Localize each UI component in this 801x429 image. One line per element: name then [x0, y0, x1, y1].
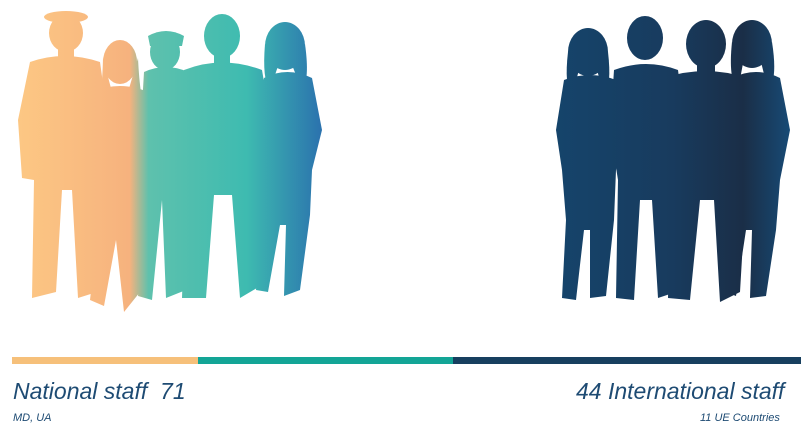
international-staff-label: 44 International staff	[576, 380, 784, 403]
international-staff-count: 44	[576, 378, 602, 404]
international-staff-group-icon	[556, 16, 790, 302]
staff-silhouettes-graphic	[18, 11, 790, 312]
international-staff-subtitle: 11 UE Countries	[700, 412, 780, 424]
national-staff-title: National staff	[13, 378, 148, 404]
international-staff-title: International staff	[607, 378, 785, 404]
national-staff-label: National staff 71	[13, 380, 186, 403]
national-staff-group-icon	[18, 11, 322, 312]
national-staff-subtitle: MD, UA	[13, 412, 52, 424]
bar-segment-gold	[12, 357, 198, 364]
national-staff-count: 71	[160, 378, 186, 404]
bar-segment-navy	[453, 357, 801, 364]
bar-segment-teal	[198, 357, 453, 364]
staff-ratio-bar	[12, 357, 801, 364]
